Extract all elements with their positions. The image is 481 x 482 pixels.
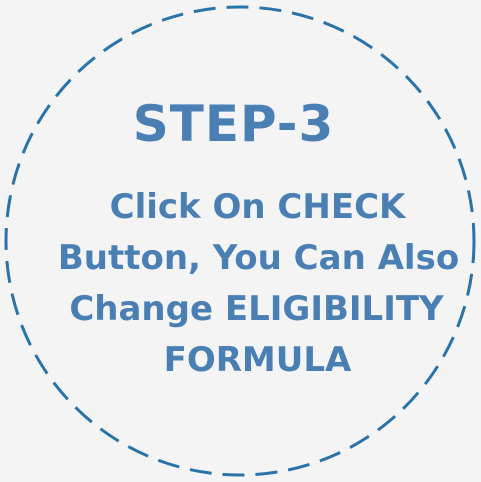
instruction-line-3: Change ELIGIBILITY (69, 289, 444, 329)
instruction-line-4: FORMULA (163, 340, 352, 380)
step-title: STEP-3 (132, 95, 335, 153)
instruction-line-2: Button, You Can Also (57, 238, 460, 278)
step-instructions: Click On CHECK Button, You Can Also Chan… (0, 182, 481, 386)
instruction-line-1: Click On CHECK (109, 187, 406, 227)
